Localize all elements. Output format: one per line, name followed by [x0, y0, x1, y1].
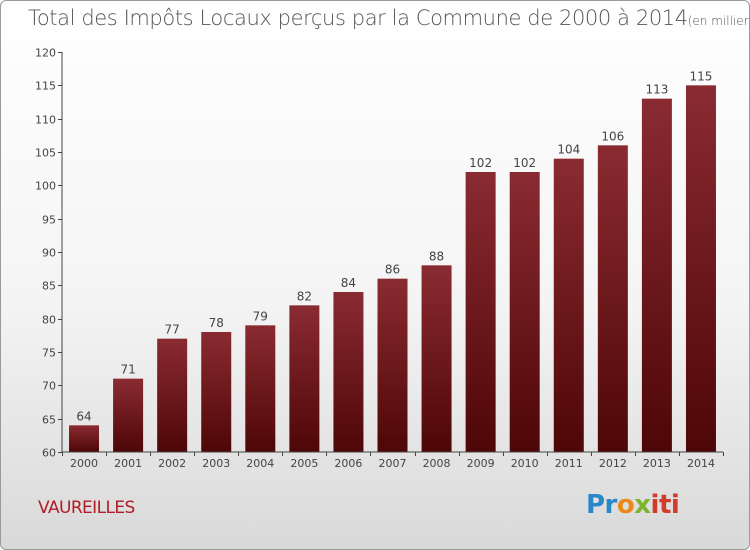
- logo-part-1: Pr: [586, 490, 617, 520]
- data-label-2011: 104: [557, 143, 580, 157]
- logo-part-2: o: [616, 490, 635, 520]
- data-label-2014: 115: [690, 69, 713, 83]
- y-tick-label-70: 70: [42, 380, 56, 393]
- bar-2010: [509, 172, 540, 452]
- commune-name: VAUREILLES: [38, 498, 135, 518]
- y-tick-label-90: 90: [42, 247, 56, 260]
- y-tick-label-120: 120: [35, 47, 56, 60]
- bar-2000: [69, 425, 100, 452]
- logo-part-3: x: [634, 490, 651, 520]
- x-tick-label-2009: 2009: [467, 457, 495, 470]
- y-tick-label-115: 115: [35, 80, 56, 93]
- proxiti-logo: Proxiti: [586, 490, 680, 520]
- bar-2014: [685, 85, 716, 452]
- data-label-2013: 113: [645, 83, 668, 97]
- x-tick-label-2000: 2000: [70, 457, 98, 470]
- chart-title: Total des Impôts Locaux perçus par la Co…: [28, 6, 749, 30]
- data-label-2009: 102: [469, 156, 492, 170]
- y-tick-label-95: 95: [42, 214, 56, 227]
- bar-2001: [113, 378, 144, 452]
- data-label-2001: 71: [120, 363, 135, 377]
- data-label-2002: 77: [165, 323, 180, 337]
- bar-2008: [421, 265, 452, 452]
- x-tick-label-2011: 2011: [555, 457, 583, 470]
- y-tick-label-65: 65: [42, 414, 56, 427]
- x-tick-label-2005: 2005: [290, 457, 318, 470]
- x-tick-label-2001: 2001: [114, 457, 142, 470]
- data-label-2003: 78: [209, 316, 224, 330]
- data-label-2007: 86: [385, 263, 400, 277]
- x-tick-label-2010: 2010: [511, 457, 539, 470]
- y-tick-label-80: 80: [42, 314, 56, 327]
- data-label-2008: 88: [429, 249, 444, 263]
- y-tick-label-110: 110: [35, 114, 56, 127]
- data-label-2006: 84: [341, 276, 356, 290]
- x-tick-label-2013: 2013: [643, 457, 671, 470]
- bar-2009: [465, 172, 496, 452]
- x-tick-label-2004: 2004: [246, 457, 274, 470]
- y-tick-label-105: 105: [35, 147, 56, 160]
- x-tick-label-2007: 2007: [379, 457, 407, 470]
- y-tick-label-60: 60: [42, 447, 56, 460]
- bar-2011: [553, 158, 584, 452]
- bar-2002: [157, 338, 188, 452]
- chart-title-text: Total des Impôts Locaux perçus par la Co…: [28, 6, 688, 30]
- bar-2012: [597, 145, 628, 453]
- x-tick-label-2008: 2008: [423, 457, 451, 470]
- bar-2006: [333, 292, 364, 452]
- bar-2005: [289, 305, 320, 452]
- x-tick-label-2006: 2006: [334, 457, 362, 470]
- data-label-2000: 64: [76, 409, 91, 423]
- data-label-2012: 106: [601, 129, 624, 143]
- data-label-2004: 79: [253, 309, 268, 323]
- x-tick-label-2012: 2012: [599, 457, 627, 470]
- bar-2007: [377, 278, 408, 452]
- x-tick-label-2014: 2014: [687, 457, 715, 470]
- y-tick-label-85: 85: [42, 280, 56, 293]
- chart-unit: (en milliers d'€): [687, 14, 749, 28]
- x-tick-label-2003: 2003: [202, 457, 230, 470]
- bar-2004: [245, 325, 276, 452]
- y-tick-label-100: 100: [35, 180, 56, 193]
- data-label-2010: 102: [513, 156, 536, 170]
- data-label-2005: 82: [297, 289, 312, 303]
- x-tick-label-2002: 2002: [158, 457, 186, 470]
- bar-2003: [201, 332, 232, 452]
- logo-part-4: iti: [650, 490, 680, 520]
- bar-2013: [641, 98, 672, 453]
- y-tick-label-75: 75: [42, 347, 56, 360]
